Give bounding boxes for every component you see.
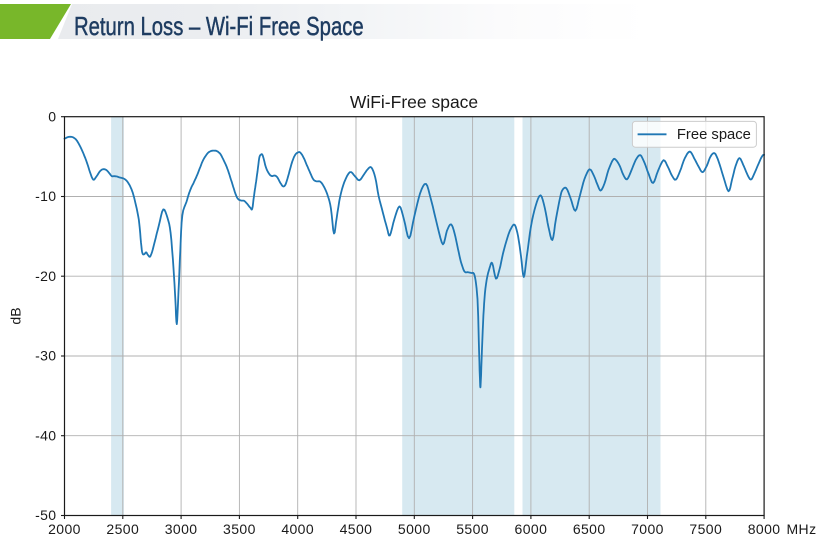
svg-text:8000: 8000 [748, 521, 781, 537]
svg-text:7000: 7000 [631, 521, 664, 537]
svg-text:2000: 2000 [48, 521, 81, 537]
svg-text:-30: -30 [35, 348, 56, 364]
svg-text:3000: 3000 [165, 521, 198, 537]
svg-text:dB: dB [8, 307, 24, 324]
svg-text:-10: -10 [35, 188, 56, 204]
svg-text:4500: 4500 [340, 521, 373, 537]
svg-text:Free space: Free space [677, 127, 751, 143]
svg-text:7500: 7500 [689, 521, 722, 537]
svg-text:6000: 6000 [515, 521, 548, 537]
svg-text:5500: 5500 [456, 521, 489, 537]
svg-text:0: 0 [48, 108, 56, 124]
svg-text:2500: 2500 [106, 521, 139, 537]
svg-text:5000: 5000 [398, 521, 431, 537]
svg-text:WiFi-Free space: WiFi-Free space [350, 92, 478, 112]
svg-text:4000: 4000 [281, 521, 314, 537]
svg-text:3500: 3500 [223, 521, 256, 537]
svg-text:-50: -50 [35, 507, 56, 523]
svg-text:6500: 6500 [573, 521, 606, 537]
svg-text:-40: -40 [35, 427, 56, 443]
svg-text:-20: -20 [35, 268, 56, 284]
svg-text:MHz: MHz [787, 521, 817, 537]
